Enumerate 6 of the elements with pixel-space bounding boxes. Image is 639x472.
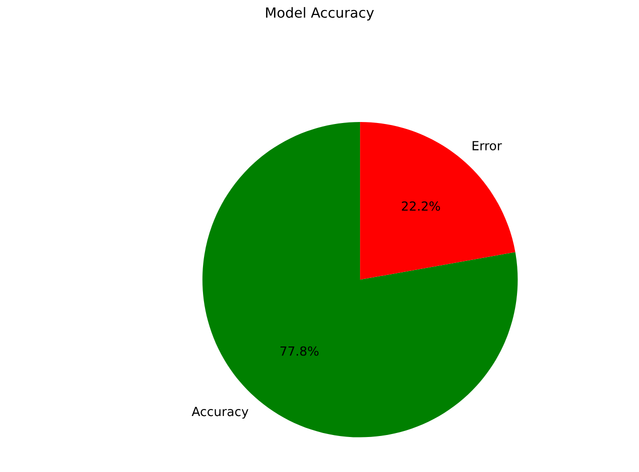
slice-label: Accuracy [192, 406, 248, 419]
slice-label: Error [472, 141, 502, 150]
chart-title: Model Accuracy [266, 7, 374, 21]
data-label: 77.8% [280, 346, 318, 356]
data-label: 22.2% [402, 201, 440, 211]
pie-slice [360, 122, 516, 280]
